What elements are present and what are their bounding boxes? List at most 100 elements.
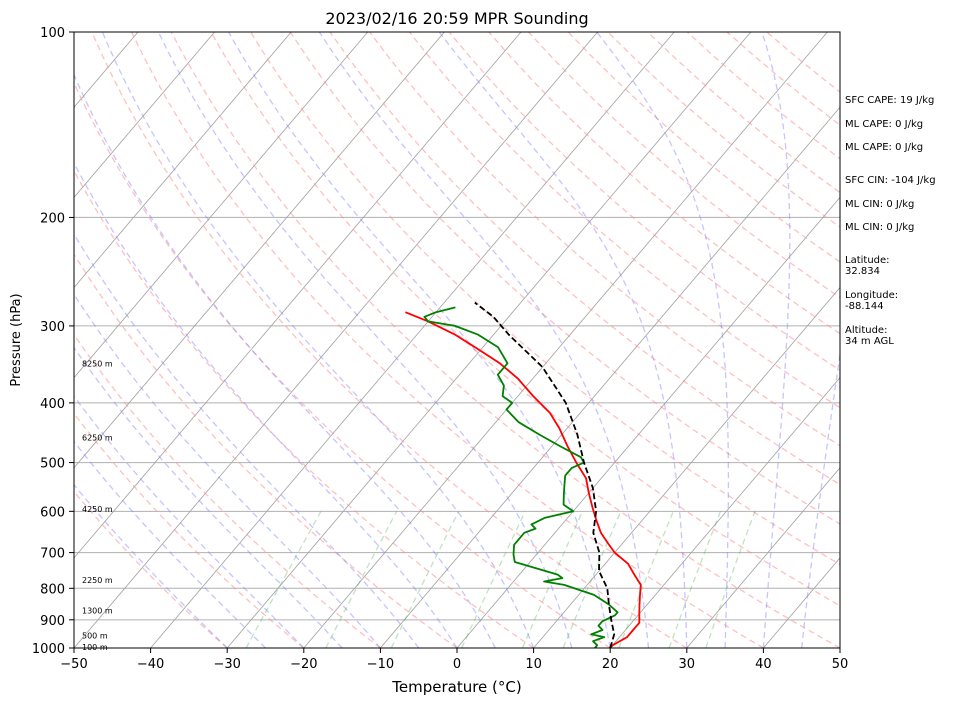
dry-adiabat-line xyxy=(74,490,228,648)
moist-adiabat-line xyxy=(74,346,343,648)
y-tick-label: 1000 xyxy=(32,642,65,657)
isotherm-line xyxy=(456,196,840,648)
moist-adiabat-line xyxy=(157,32,573,648)
dry-adiabat-line xyxy=(210,32,840,607)
isotherm-line xyxy=(226,32,752,648)
x-tick-label: 30 xyxy=(679,657,696,672)
x-tick-label: 40 xyxy=(755,657,772,672)
x-tick-label: 50 xyxy=(832,657,849,672)
ml-cin-text: ML CIN: 0 J/kg xyxy=(845,199,915,210)
y-tick-label: 800 xyxy=(40,582,65,597)
mixing-ratio-line xyxy=(668,511,722,648)
dry-adiabat-line xyxy=(74,333,381,648)
moist-adiabat-line xyxy=(74,440,266,648)
ml-cin-text-2: ML CIN: 0 J/kg xyxy=(845,222,915,233)
x-axis-label: Temperature (°C) xyxy=(391,678,521,696)
mixing-ratio-line xyxy=(562,511,622,648)
mixing-ratio-line xyxy=(461,511,526,648)
isotherm-line xyxy=(74,32,215,199)
moist-adiabat-line xyxy=(74,73,496,648)
isotherm-line xyxy=(303,32,828,648)
y-tick-label: 400 xyxy=(40,397,65,412)
latitude-text: Latitude: 32.834 xyxy=(845,255,890,277)
moist-adiabat-line xyxy=(74,232,420,648)
mixing-ratio-line xyxy=(390,511,460,648)
height-label: 500 m xyxy=(82,632,108,641)
height-label: 1300 m xyxy=(82,607,113,616)
dry-adiabat-line xyxy=(329,32,840,486)
y-axis-ticks: 1000 900 800 700 600 500 400 300 200 100 xyxy=(32,26,74,657)
moist-adiabat-line xyxy=(318,32,650,648)
ml-cape-text: ML CAPE: 0 J/kg xyxy=(845,119,924,130)
y-tick-label: 700 xyxy=(40,547,65,562)
altitude-text: Altitude: 34 m AGL xyxy=(845,325,894,347)
x-axis-ticks: −50 −40 −30 −20 −10 0 10 20 30 40 50 xyxy=(60,648,848,672)
x-tick-label: 20 xyxy=(602,657,619,672)
isotherm-line xyxy=(74,32,522,559)
isotherm-line xyxy=(150,32,675,648)
isotherm-line xyxy=(74,32,598,648)
moist-adiabat-line xyxy=(101,32,535,648)
ml-cape-text-2: ML CAPE: 0 J/kg xyxy=(845,142,924,153)
isotherm-line xyxy=(74,32,445,469)
height-label: 4250 m xyxy=(82,505,113,514)
dry-adiabat-line xyxy=(130,32,764,648)
moist-adiabat-line xyxy=(228,32,611,648)
y-tick-label: 300 xyxy=(40,320,65,335)
height-label: 2250 m xyxy=(82,576,113,585)
mixing-ratio-line xyxy=(618,511,674,648)
y-tick-label: 500 xyxy=(40,457,65,472)
dry-adiabat-line xyxy=(289,32,840,525)
moist-adiabat-line xyxy=(596,32,730,648)
moist-adiabat-line xyxy=(74,395,305,648)
y-tick-label: 200 xyxy=(40,211,65,226)
isotherm-line xyxy=(686,467,840,648)
y-tick-label: 600 xyxy=(40,505,65,520)
y-tick-label: 900 xyxy=(40,614,65,629)
moist-adiabat-line xyxy=(761,32,791,648)
moist-adiabat-line xyxy=(74,293,381,648)
moist-adiabat-line xyxy=(801,350,840,648)
moist-adiabat-line xyxy=(74,161,458,648)
y-axis-label: Pressure (hPa) xyxy=(9,293,24,386)
dewpoint-line xyxy=(423,306,619,648)
dry-adiabat-line xyxy=(369,32,840,447)
isobar-grid xyxy=(74,31,840,649)
x-tick-label: −20 xyxy=(290,657,317,672)
dry-adiabat-line xyxy=(74,81,611,648)
height-label: 6250 m xyxy=(82,433,113,442)
x-tick-label: −40 xyxy=(137,657,164,672)
dry-adiabat-line xyxy=(74,412,305,648)
isotherm-line xyxy=(74,32,369,379)
longitude-text: Longitude: -88.144 xyxy=(845,290,899,312)
isotherm-line xyxy=(380,106,840,648)
dry-adiabat-line xyxy=(250,32,840,566)
moist-adiabat-line xyxy=(438,32,688,648)
parcel-line xyxy=(474,301,616,648)
mixing-ratio-line xyxy=(245,510,322,648)
x-tick-label: 0 xyxy=(453,657,461,672)
isotherm-line xyxy=(609,377,840,648)
plot-frame xyxy=(73,31,841,649)
dry-adiabat-line xyxy=(408,32,840,409)
dry-adiabat-line xyxy=(74,253,458,648)
y-tick-label: 100 xyxy=(40,26,65,41)
isotherm-line xyxy=(533,286,840,648)
temperature-line xyxy=(405,311,642,648)
mixing-ratio-line xyxy=(521,511,584,648)
x-tick-label: −10 xyxy=(367,657,394,672)
mixing-ratio-line xyxy=(705,511,756,648)
dry-adiabat-line xyxy=(74,169,534,648)
x-tick-label: −30 xyxy=(213,657,240,672)
chart-title: 2023/02/16 20:59 MPR Sounding xyxy=(325,9,588,28)
dry-adiabat-line xyxy=(91,32,688,648)
x-tick-label: 10 xyxy=(525,657,542,672)
sfc-cape-text: SFC CAPE: 19 J/kg xyxy=(845,95,935,106)
isotherm-line xyxy=(74,32,292,289)
sfc-cin-text: SFC CIN: -104 J/kg xyxy=(845,175,936,186)
moist-adiabat-line xyxy=(74,483,228,648)
sounding-series xyxy=(405,301,642,648)
background-lines xyxy=(74,32,840,648)
x-tick-label: −50 xyxy=(60,657,87,672)
